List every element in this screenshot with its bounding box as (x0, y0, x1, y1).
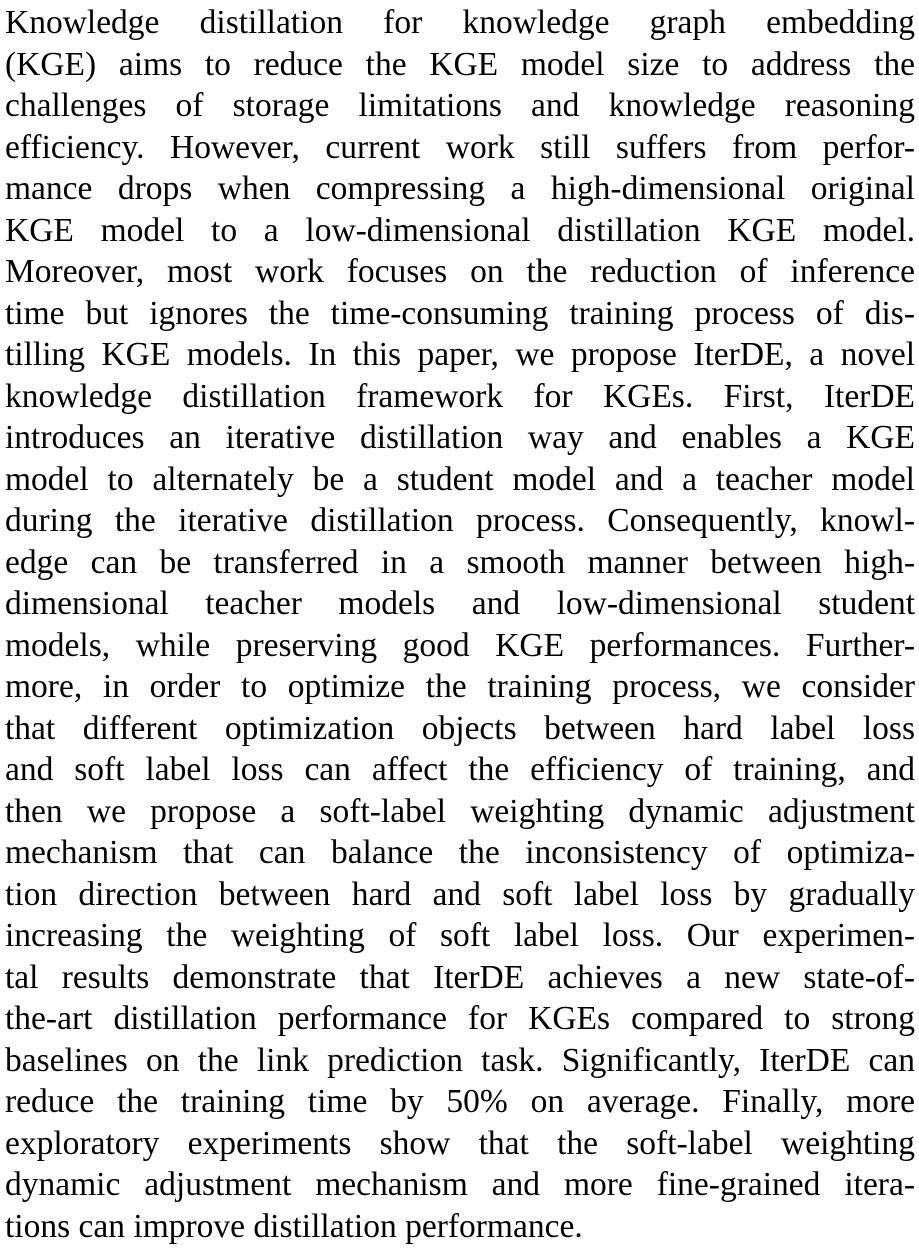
abstract-line: tion direction between hard and soft lab… (5, 875, 915, 913)
abstract-paragraph: Knowledge distillation for knowledge gra… (5, 2, 915, 1247)
abstract-line: exploratory experiments show that the so… (5, 1124, 915, 1162)
abstract-line: edge can be transferred in a smooth mann… (5, 543, 915, 581)
abstract-line: Moreover, most work focuses on the reduc… (5, 253, 915, 290)
abstract-line: efficiency. However, current work still … (5, 128, 915, 166)
abstract-line: KGE model to a low-dimensional distillat… (5, 211, 915, 249)
abstract-line: model to alternately be a student model … (5, 460, 915, 498)
abstract-line: baselines on the link prediction task. S… (5, 1041, 915, 1079)
abstract-line: and soft label loss can affect the effic… (5, 751, 915, 788)
abstract-line: mechanism that can balance the inconsist… (5, 834, 915, 871)
abstract-line: dimensional teacher models and low-dimen… (5, 585, 915, 622)
abstract-line: Knowledge distillation for knowledge gra… (5, 4, 915, 41)
abstract-line: during the iterative distillation proces… (5, 502, 915, 539)
abstract-line: tal results demonstrate that IterDE achi… (5, 958, 915, 996)
abstract-line: (KGE) aims to reduce the KGE model size … (5, 45, 915, 83)
abstract-line: time but ignores the time-consuming trai… (5, 294, 915, 332)
abstract-line: then we propose a soft-label weighting d… (5, 792, 915, 830)
abstract-line: tilling KGE models. In this paper, we pr… (5, 336, 915, 373)
abstract-line: more, in order to optimize the training … (5, 668, 915, 705)
abstract-line: increasing the weighting of soft label l… (5, 917, 915, 954)
abstract-line: the-art distillation performance for KGE… (5, 1000, 915, 1037)
abstract-line: models, while preserving good KGE perfor… (5, 626, 915, 664)
abstract-line: knowledge distillation framework for KGE… (5, 377, 915, 415)
abstract-line: challenges of storage limitations and kn… (5, 87, 915, 124)
abstract-line: mance drops when compressing a high-dime… (5, 170, 915, 207)
abstract-line: reduce the training time by 50% on avera… (5, 1083, 915, 1120)
abstract-line: that different optimization objects betw… (5, 709, 915, 747)
abstract-line: introduces an iterative distillation way… (5, 419, 915, 456)
abstract-line: tions can improve distillation performan… (5, 1207, 583, 1245)
abstract-line: dynamic adjustment mechanism and more fi… (5, 1166, 915, 1203)
